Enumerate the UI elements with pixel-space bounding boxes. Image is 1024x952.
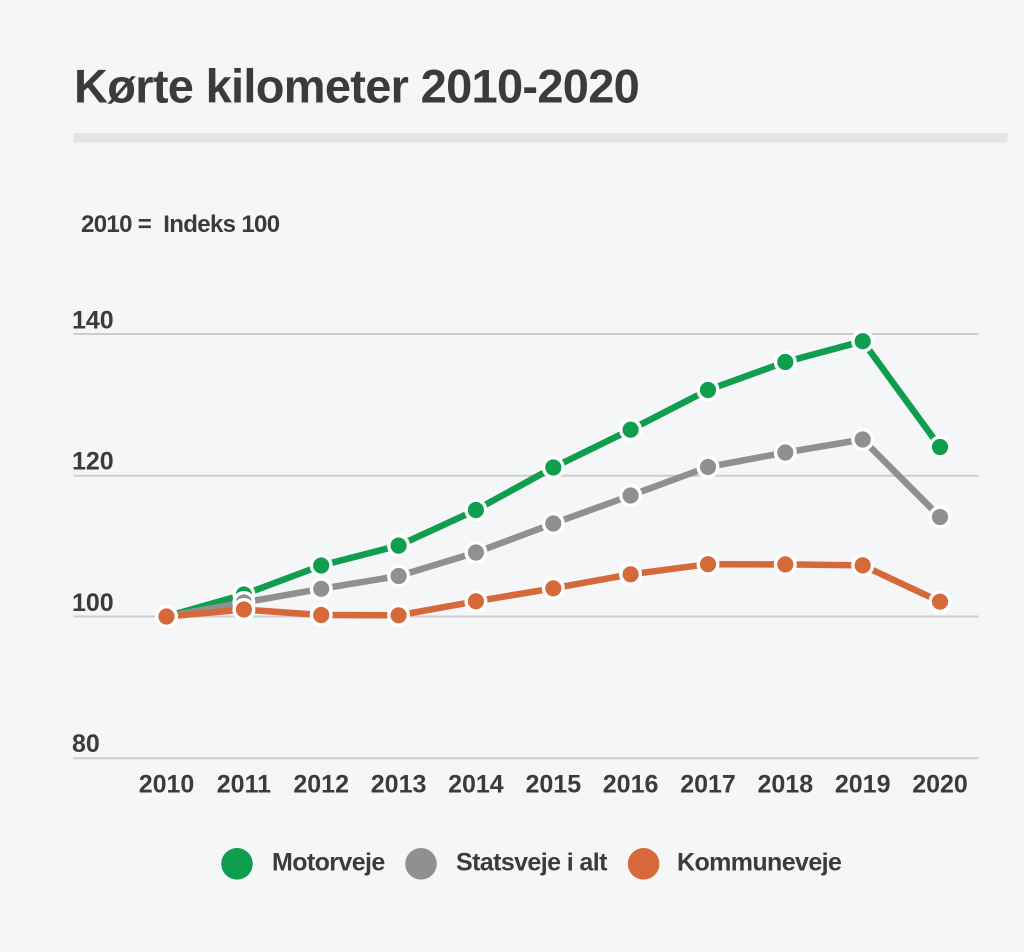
svg-text:Kommuneveje: Kommuneveje xyxy=(677,849,842,877)
svg-text:2018: 2018 xyxy=(757,771,813,799)
svg-text:100: 100 xyxy=(72,589,114,617)
svg-text:Statsveje i alt: Statsveje i alt xyxy=(456,849,608,877)
svg-text:2011: 2011 xyxy=(217,771,271,799)
svg-text:2020: 2020 xyxy=(912,771,968,799)
svg-text:120: 120 xyxy=(72,447,114,475)
svg-text:2014: 2014 xyxy=(448,771,504,799)
svg-text:2012: 2012 xyxy=(293,771,349,799)
svg-text:2019: 2019 xyxy=(835,771,891,799)
svg-text:2016: 2016 xyxy=(603,771,659,799)
svg-text:2013: 2013 xyxy=(371,771,427,799)
svg-text:2015: 2015 xyxy=(525,771,581,799)
svg-text:2010 = Indeks 100: 2010 = Indeks 100 xyxy=(81,211,280,238)
svg-text:80: 80 xyxy=(72,730,100,758)
svg-text:140: 140 xyxy=(72,307,114,335)
svg-text:Motorveje: Motorveje xyxy=(272,849,385,877)
svg-text:2017: 2017 xyxy=(680,771,736,799)
svg-text:2010: 2010 xyxy=(139,771,195,799)
svg-text:Kørte kilometer 2010-2020: Kørte kilometer 2010-2020 xyxy=(74,60,639,113)
